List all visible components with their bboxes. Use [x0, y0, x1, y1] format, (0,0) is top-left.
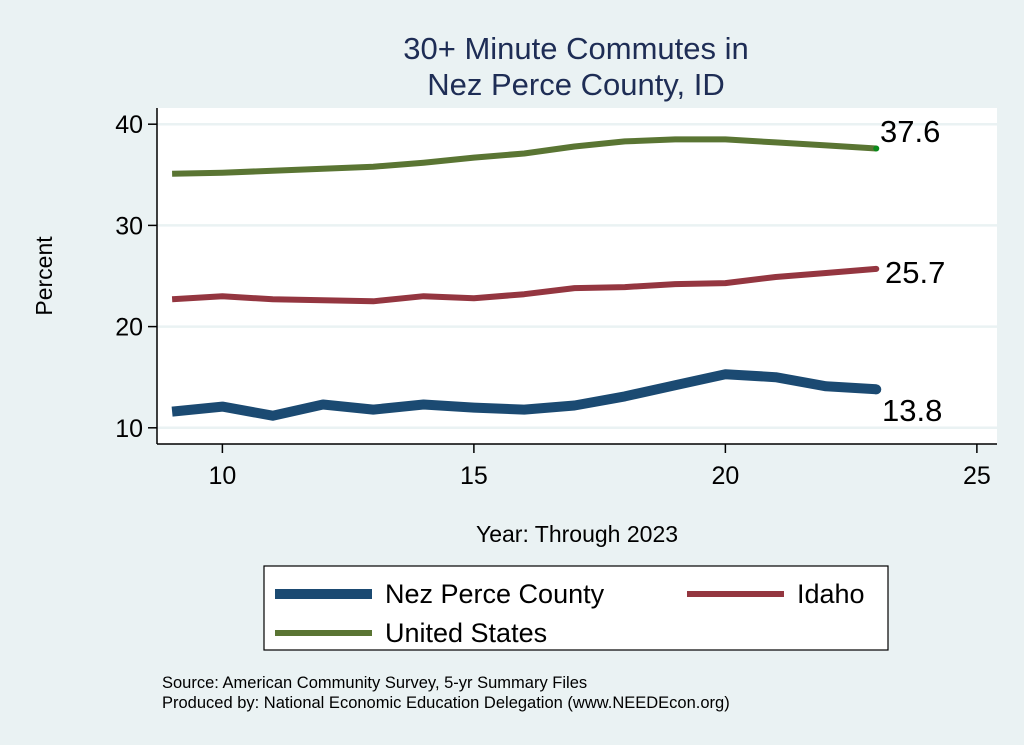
- end-label-nez-perce-county: 13.8: [882, 393, 942, 428]
- x-axis-ticks: 10 15 20 25: [208, 444, 991, 490]
- produced-by-note: Produced by: National Economic Education…: [162, 694, 730, 712]
- y-tick-label-40: 40: [115, 111, 143, 139]
- y-tick-label-20: 20: [115, 314, 143, 342]
- series-layer: [171, 136, 882, 421]
- x-tick-label-10: 10: [208, 462, 236, 490]
- end-marker-idaho: [873, 265, 880, 272]
- x-tick-label-15: 15: [460, 462, 488, 490]
- y-axis-ticks: 10 20 30 40: [115, 111, 157, 443]
- y-tick-label-30: 30: [115, 212, 143, 240]
- legend-label-united-states: United States: [385, 618, 547, 648]
- legend-label-nez-perce-county: Nez Perce County: [385, 579, 605, 609]
- chart-title-line-2: Nez Perce County, ID: [427, 67, 724, 102]
- y-axis-title: Percent: [31, 236, 57, 316]
- series-line-united-states: [172, 136, 877, 177]
- end-marker-nez-perce-county: [871, 384, 882, 395]
- x-axis-title: Year: Through 2023: [476, 521, 678, 547]
- y-tick-label-10: 10: [115, 415, 143, 443]
- x-tick-label-25: 25: [963, 462, 991, 490]
- end-label-united-states: 37.6: [880, 114, 940, 149]
- end-marker-united-states: [873, 145, 880, 152]
- x-tick-label-20: 20: [711, 462, 739, 490]
- series-line-nez-perce-county: [171, 369, 877, 421]
- source-note: Source: American Community Survey, 5-yr …: [162, 674, 587, 692]
- gridlines: [157, 122, 997, 430]
- series-line-idaho: [171, 265, 877, 305]
- chart-title-line-1: 30+ Minute Commutes in: [403, 31, 748, 66]
- legend: Nez Perce County Idaho United States: [263, 565, 889, 651]
- legend-label-idaho: Idaho: [797, 579, 865, 609]
- end-label-idaho: 25.7: [885, 255, 945, 290]
